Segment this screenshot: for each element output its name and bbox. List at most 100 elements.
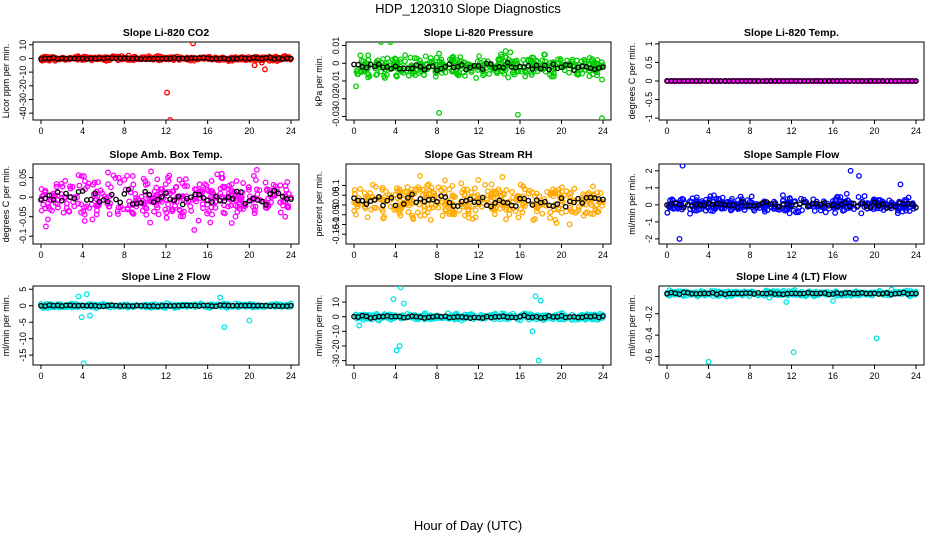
- data-point: [566, 221, 573, 228]
- data-point: [466, 202, 473, 209]
- reference-point: [246, 198, 253, 204]
- x-tick-label: 12: [786, 126, 796, 136]
- x-tick-label: 4: [393, 126, 398, 136]
- x-tick-label: 0: [664, 250, 669, 260]
- data-point: [471, 185, 478, 192]
- data-point: [285, 191, 292, 197]
- reference-point: [434, 198, 440, 205]
- x-tick-label: 12: [161, 371, 171, 381]
- data-point: [687, 210, 694, 217]
- reference-point: [542, 62, 548, 69]
- reference-point: [550, 61, 557, 68]
- y-tick-label: -0.02: [331, 88, 341, 109]
- data-point: [148, 168, 155, 175]
- data-point: [177, 213, 184, 220]
- data-point: [488, 193, 495, 200]
- reference-point: [71, 195, 78, 202]
- data-point: [405, 202, 412, 209]
- y-tick-label: -1: [644, 218, 654, 226]
- data-point: [423, 189, 429, 196]
- x-tick-label: 0: [664, 371, 669, 381]
- reference-point: [363, 64, 370, 71]
- x-tick-label: 24: [598, 250, 608, 260]
- data-point: [425, 181, 432, 188]
- points-line2: [38, 291, 294, 365]
- data-point: [381, 73, 388, 79]
- data-point: [362, 67, 369, 73]
- x-tick-label: 20: [556, 250, 566, 260]
- reference-point: [492, 200, 498, 206]
- y-tick-label: -0.6: [644, 349, 654, 365]
- x-tick-label: 12: [161, 250, 171, 260]
- data-point: [253, 166, 260, 173]
- reference-point: [842, 199, 849, 206]
- data-point: [287, 300, 294, 307]
- x-tick-label: 12: [473, 250, 483, 260]
- x-tick-label: 4: [80, 250, 85, 260]
- data-point: [571, 185, 578, 192]
- data-point: [81, 173, 87, 180]
- data-point: [202, 181, 208, 188]
- data-point: [217, 190, 224, 197]
- reference-point: [150, 199, 157, 205]
- data-point: [764, 207, 771, 214]
- y-tick-label: -15: [18, 349, 28, 362]
- data-point: [664, 209, 671, 216]
- data-point: [861, 193, 868, 200]
- data-point: [54, 204, 61, 211]
- reference-point: [571, 199, 577, 206]
- reference-point: [529, 66, 536, 72]
- data-point: [58, 194, 65, 201]
- outlier-point: [537, 297, 544, 304]
- data-point: [238, 194, 245, 201]
- reference-point: [279, 193, 286, 200]
- data-point: [449, 192, 456, 199]
- page-title: HDP_120310 Slope Diagnostics: [375, 1, 561, 16]
- y-tick-label: -30: [18, 93, 28, 106]
- data-point: [539, 210, 546, 217]
- y-tick-label: -30: [331, 354, 341, 367]
- panel-title: Slope Li-820 CO2: [123, 27, 210, 39]
- data-point: [183, 198, 190, 205]
- y-tick-label: -0.2: [644, 306, 654, 322]
- data-point: [670, 205, 677, 212]
- data-point: [442, 206, 449, 213]
- outlier-point: [847, 167, 854, 174]
- data-point: [144, 180, 151, 187]
- data-point: [143, 211, 150, 218]
- data-point: [277, 199, 284, 206]
- data-point: [449, 211, 456, 218]
- panel-title: Slope Line 2 Flow: [122, 271, 212, 283]
- data-point: [557, 56, 564, 63]
- outlier-point: [897, 181, 904, 188]
- x-tick-label: 0: [38, 250, 43, 260]
- reference-point: [913, 290, 919, 297]
- reference-point: [542, 198, 548, 205]
- data-point: [204, 186, 211, 193]
- data-point: [115, 211, 121, 218]
- outlier-point: [221, 324, 228, 331]
- data-point: [262, 179, 269, 186]
- data-point: [488, 191, 495, 197]
- data-point: [794, 78, 801, 84]
- data-point: [237, 206, 243, 213]
- data-point: [237, 197, 244, 204]
- data-point: [165, 178, 172, 184]
- x-tick-label: 16: [515, 250, 525, 260]
- outlier-point: [705, 358, 712, 365]
- data-point: [458, 180, 465, 187]
- reference-point: [855, 203, 861, 209]
- points-temp: [664, 77, 919, 85]
- data-point: [541, 196, 548, 203]
- data-point: [228, 220, 235, 226]
- data-point: [832, 209, 839, 216]
- data-point: [488, 181, 495, 188]
- reference-point: [429, 196, 436, 203]
- outlier-point: [78, 314, 85, 321]
- data-point: [75, 172, 82, 179]
- data-point: [81, 217, 88, 224]
- data-point: [539, 57, 546, 64]
- data-point: [93, 207, 100, 214]
- data-point: [855, 193, 862, 200]
- data-point: [208, 177, 215, 184]
